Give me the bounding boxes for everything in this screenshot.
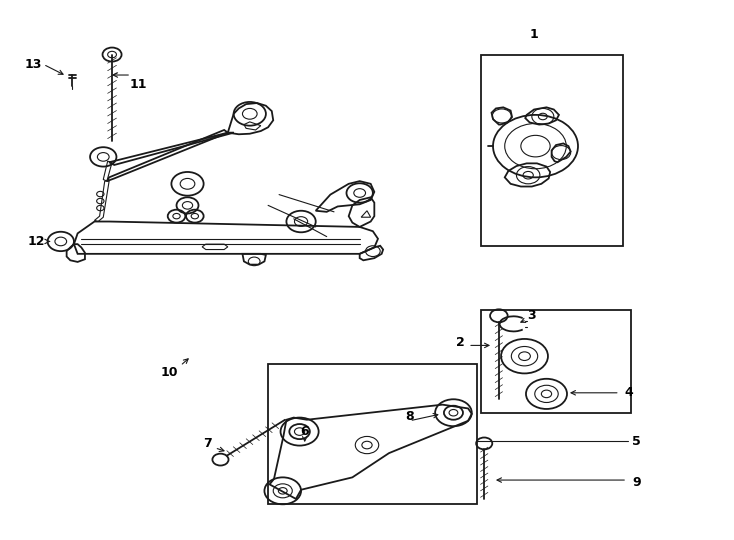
Text: 1: 1 <box>530 28 539 40</box>
Text: 6: 6 <box>300 425 309 438</box>
Text: 3: 3 <box>527 309 535 322</box>
Text: 9: 9 <box>632 476 641 489</box>
Text: 12: 12 <box>27 235 45 248</box>
Text: 4: 4 <box>625 386 633 399</box>
Text: 5: 5 <box>632 435 641 448</box>
Text: 7: 7 <box>203 437 211 450</box>
Bar <box>481 310 631 413</box>
Text: 11: 11 <box>130 78 148 91</box>
Bar <box>481 55 623 246</box>
Text: 8: 8 <box>405 410 414 423</box>
Bar <box>268 364 477 504</box>
Text: 2: 2 <box>456 336 465 349</box>
Text: 10: 10 <box>161 366 178 379</box>
Text: 13: 13 <box>25 58 43 71</box>
